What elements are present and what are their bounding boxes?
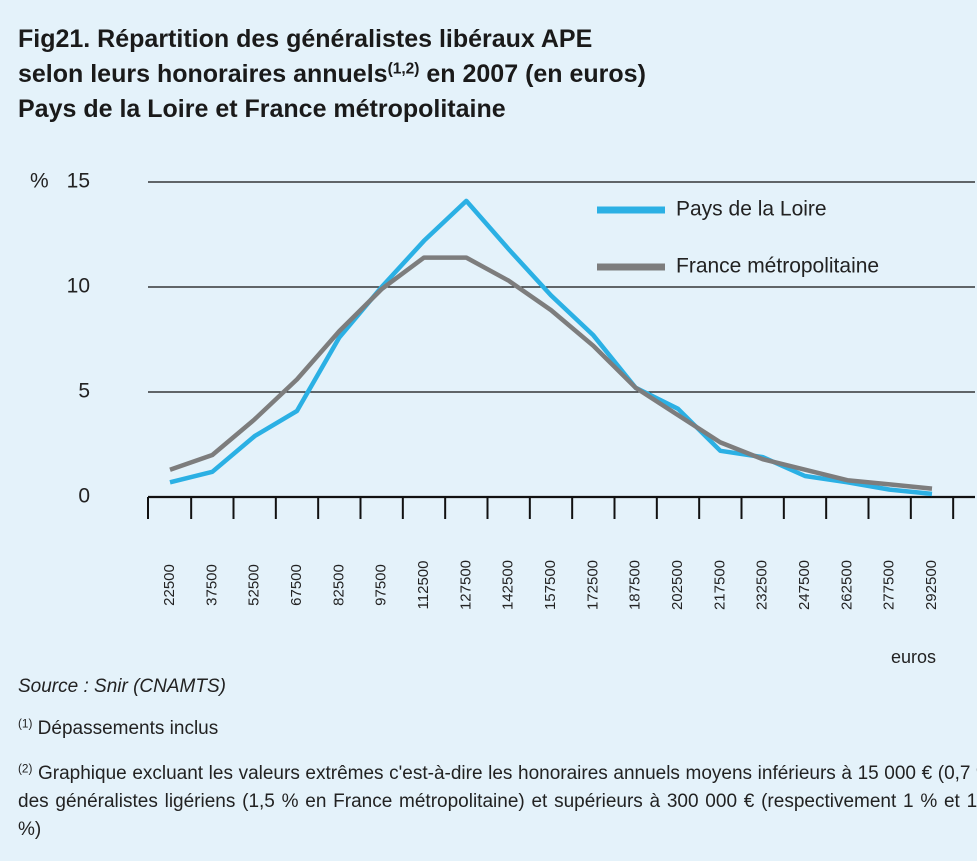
title-line: Fig21. Répartition des généralistes libé…	[18, 25, 593, 53]
title-line: Pays de la Loire et France métropolitain…	[18, 95, 506, 123]
x-tick-label: 277500	[881, 560, 898, 610]
x-tick-label: 22500	[161, 564, 178, 606]
x-axis-label: euros	[891, 647, 936, 667]
note-mark: (2)	[18, 762, 33, 776]
x-tick-label: 157500	[542, 560, 559, 610]
x-tick-label: 292500	[923, 560, 940, 610]
x-tick-label: 142500	[500, 560, 517, 610]
note-mark: (1)	[18, 717, 33, 731]
x-tick-label: 52500	[246, 564, 263, 606]
x-tick-label: 172500	[584, 560, 601, 610]
note-text: Dépassements inclus	[32, 718, 219, 739]
x-tick-label: 112500	[415, 561, 432, 610]
source: Source : Snir (CNAMTS)	[18, 676, 226, 697]
x-tick-label: 37500	[203, 564, 220, 606]
title-superscript: (1,2)	[387, 60, 420, 78]
chart: % euros 0 5 10 15 22500 37500 52500 67500 82500 9…	[30, 170, 975, 667]
x-tick-label: 187500	[627, 560, 644, 610]
legend-label: Pays de la Loire	[676, 198, 827, 221]
x-tick-label: 262500	[838, 560, 855, 610]
y-tick-label: 5	[78, 380, 90, 403]
y-tick-label: 10	[67, 275, 90, 298]
title-line: selon leurs honoraires annuels	[18, 60, 388, 88]
y-axis-label: %	[30, 170, 49, 193]
line-series	[169, 198, 933, 497]
x-tick-label: 247500	[796, 560, 813, 610]
legend-label: France métropolitaine	[676, 255, 879, 278]
x-tick-label: 97500	[373, 564, 390, 606]
y-tick-label: 15	[67, 170, 90, 193]
x-tick-label: 82500	[330, 564, 347, 606]
x-tick-label: 217500	[711, 560, 728, 610]
y-tick-label: 0	[78, 485, 90, 508]
x-tick-label: 127500	[457, 560, 474, 610]
chart-title: Fig21. Répartition des généralistes libé…	[18, 22, 646, 127]
note: (2) Graphique excluant les valeurs extrê…	[18, 760, 977, 850]
note-text: Graphique excluant les valeurs extrêmes …	[18, 763, 977, 840]
title-line: en 2007 (en euros)	[419, 60, 646, 88]
note: (1) Dépassements inclus	[18, 718, 973, 740]
x-tick-label: 232500	[754, 560, 771, 610]
x-tick-label: 67500	[288, 564, 305, 606]
x-tick-label: 202500	[669, 560, 686, 610]
line-series	[169, 255, 933, 491]
